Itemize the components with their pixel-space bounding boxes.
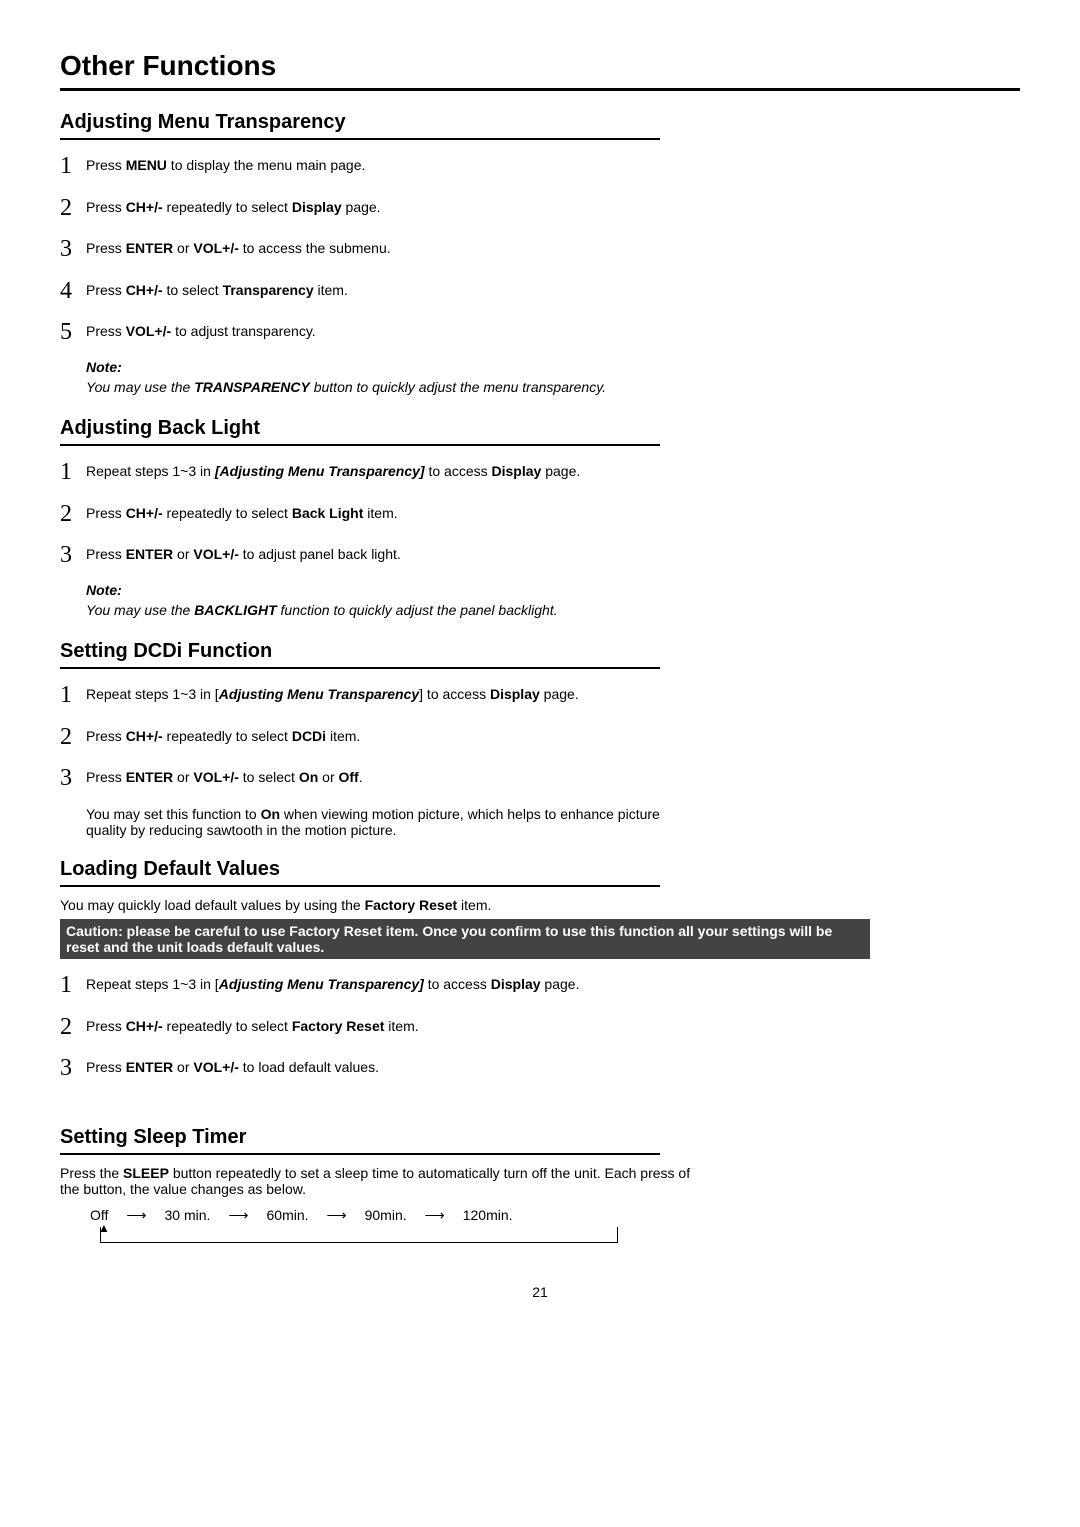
step-text: Repeat steps 1~3 in [Adjusting Menu Tran… bbox=[86, 456, 700, 482]
arrow-icon: ⟶ bbox=[425, 1207, 445, 1224]
step-num: 3 bbox=[60, 1052, 86, 1086]
caution-bar: Caution: please be careful to use Factor… bbox=[60, 919, 870, 959]
step-text: Press ENTER or VOL+/- to adjust panel ba… bbox=[86, 539, 700, 565]
section-title: Adjusting Menu Transparency bbox=[60, 111, 1020, 138]
step-text: Press CH+/- repeatedly to select Display… bbox=[86, 192, 700, 218]
default-intro: You may quickly load default values by u… bbox=[60, 897, 1020, 913]
step-num: 1 bbox=[60, 150, 86, 184]
step-num: 2 bbox=[60, 721, 86, 755]
arrow-icon: ⟶ bbox=[327, 1207, 347, 1224]
section-title: Loading Default Values bbox=[60, 858, 1020, 885]
step-text: Press ENTER or VOL+/- to select On or Of… bbox=[86, 762, 700, 788]
note-text: You may use the TRANSPARENCY button to q… bbox=[86, 378, 700, 398]
section-default: Loading Default Values You may quickly l… bbox=[60, 858, 1020, 1086]
step-num: 2 bbox=[60, 1011, 86, 1045]
page-title: Other Functions bbox=[60, 50, 1020, 91]
step-text: Press CH+/- to select Transparency item. bbox=[86, 275, 700, 301]
note-label: Note: bbox=[86, 358, 700, 378]
step-num: 1 bbox=[60, 456, 86, 490]
step-text: Press MENU to display the menu main page… bbox=[86, 150, 700, 176]
sleep-val: 120min. bbox=[463, 1207, 513, 1223]
step-num: 2 bbox=[60, 498, 86, 532]
arrow-icon: ⟶ bbox=[228, 1207, 248, 1224]
sleep-val: 90min. bbox=[365, 1207, 407, 1223]
section-rule bbox=[60, 444, 660, 446]
dcdi-explain: You may set this function to On when vie… bbox=[86, 806, 700, 838]
section-title: Adjusting Back Light bbox=[60, 417, 1020, 444]
section-title: Setting Sleep Timer bbox=[60, 1126, 1020, 1153]
note-label: Note: bbox=[86, 581, 700, 601]
step-text: Repeat steps 1~3 in [Adjusting Menu Tran… bbox=[86, 969, 700, 995]
note-text: You may use the BACKLIGHT function to qu… bbox=[86, 601, 700, 621]
step-text: Press ENTER or VOL+/- to access the subm… bbox=[86, 233, 700, 259]
section-title: Setting DCDi Function bbox=[60, 640, 1020, 667]
sleep-val: 60min. bbox=[267, 1207, 309, 1223]
sleep-val: 30 min. bbox=[165, 1207, 211, 1223]
step-num: 3 bbox=[60, 762, 86, 796]
section-transparency: Adjusting Menu Transparency 1Press MENU … bbox=[60, 111, 1020, 397]
section-rule bbox=[60, 138, 660, 140]
section-dcdi: Setting DCDi Function 1Repeat steps 1~3 … bbox=[60, 640, 1020, 838]
step-num: 2 bbox=[60, 192, 86, 226]
sleep-diagram: Off ⟶ 30 min. ⟶ 60min. ⟶ 90min. ⟶ 120min… bbox=[90, 1207, 650, 1224]
section-rule bbox=[60, 885, 660, 887]
section-sleep: Setting Sleep Timer Press the SLEEP butt… bbox=[60, 1126, 1020, 1224]
section-rule bbox=[60, 667, 660, 669]
step-num: 5 bbox=[60, 316, 86, 350]
step-num: 3 bbox=[60, 539, 86, 573]
step-num: 1 bbox=[60, 679, 86, 713]
section-backlight: Adjusting Back Light 1Repeat steps 1~3 i… bbox=[60, 417, 1020, 620]
step-text: Press CH+/- repeatedly to select Back Li… bbox=[86, 498, 700, 524]
step-text: Press ENTER or VOL+/- to load default va… bbox=[86, 1052, 700, 1078]
step-text: Press CH+/- repeatedly to select DCDi it… bbox=[86, 721, 700, 747]
sleep-return-line bbox=[100, 1227, 618, 1243]
step-num: 1 bbox=[60, 969, 86, 1003]
sleep-intro: Press the SLEEP button repeatedly to set… bbox=[60, 1165, 700, 1197]
step-text: Press VOL+/- to adjust transparency. bbox=[86, 316, 700, 342]
section-rule bbox=[60, 1153, 660, 1155]
step-num: 3 bbox=[60, 233, 86, 267]
step-text: Press CH+/- repeatedly to select Factory… bbox=[86, 1011, 700, 1037]
arrow-up-icon: ▲ bbox=[98, 1221, 110, 1235]
step-num: 4 bbox=[60, 275, 86, 309]
arrow-icon: ⟶ bbox=[126, 1207, 146, 1224]
page-number: 21 bbox=[60, 1284, 1020, 1300]
step-text: Repeat steps 1~3 in [Adjusting Menu Tran… bbox=[86, 679, 700, 705]
